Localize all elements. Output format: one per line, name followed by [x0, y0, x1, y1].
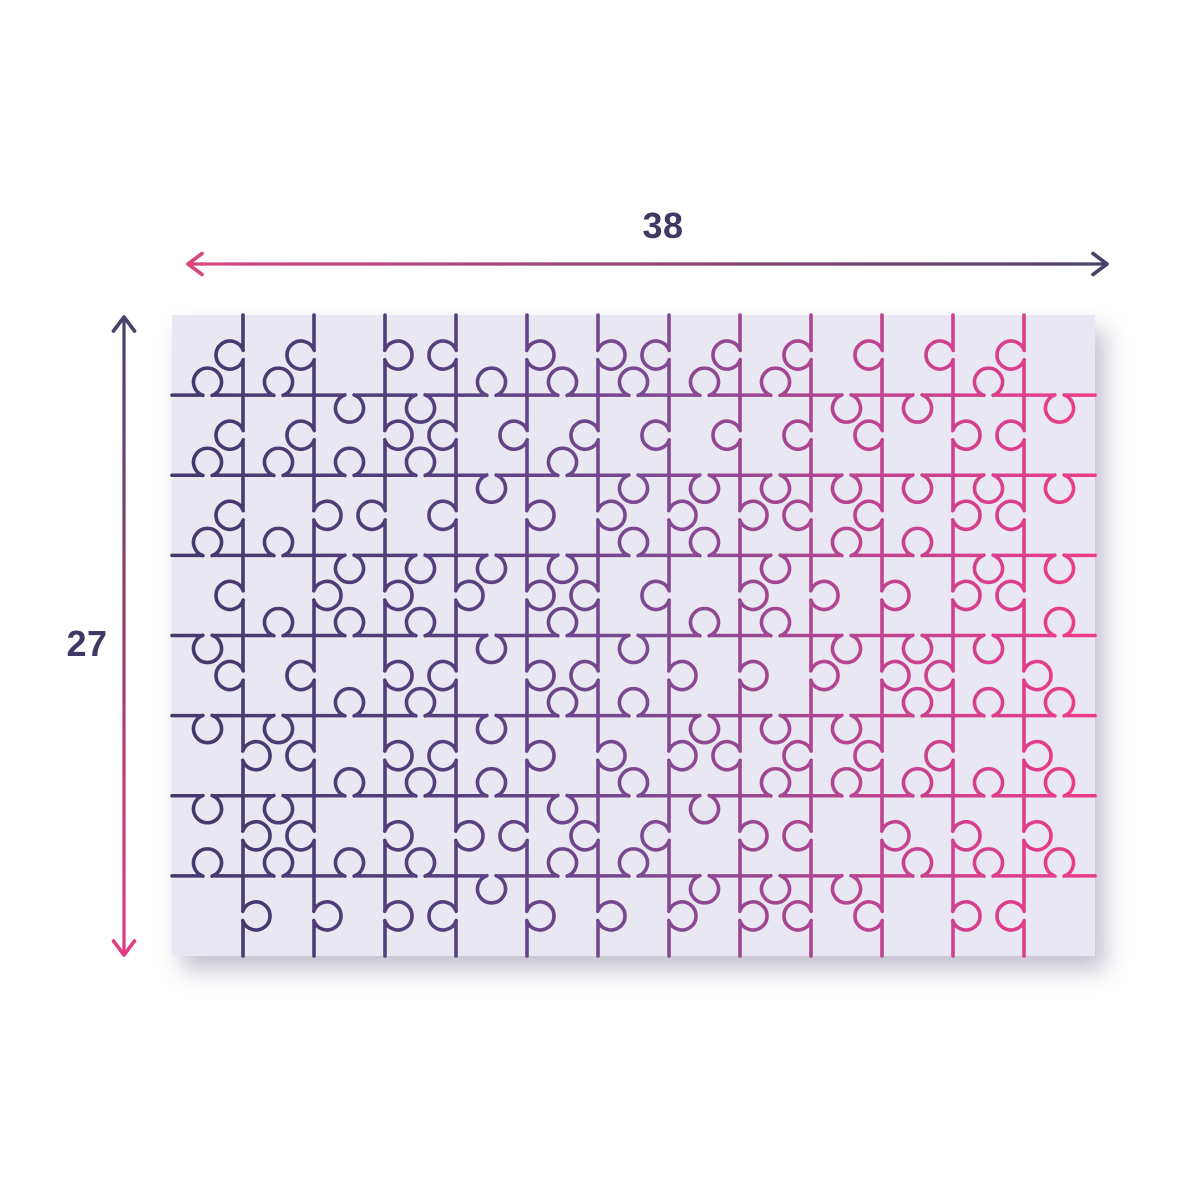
height-dimension-label: 27 — [66, 623, 108, 664]
height-arrow-top-head-icon — [111, 315, 137, 333]
width-arrow-left-head-icon — [186, 251, 204, 277]
puzzle-grid-lines — [170, 313, 1097, 958]
puzzle-grid-svg — [170, 313, 1097, 958]
width-dimension-label: 38 — [642, 205, 684, 246]
puzzle-board — [170, 313, 1097, 958]
height-arrow — [111, 315, 137, 957]
width-arrow — [186, 251, 1109, 277]
height-arrow-bottom-head-icon — [111, 939, 137, 957]
width-arrow-right-head-icon — [1091, 251, 1109, 277]
